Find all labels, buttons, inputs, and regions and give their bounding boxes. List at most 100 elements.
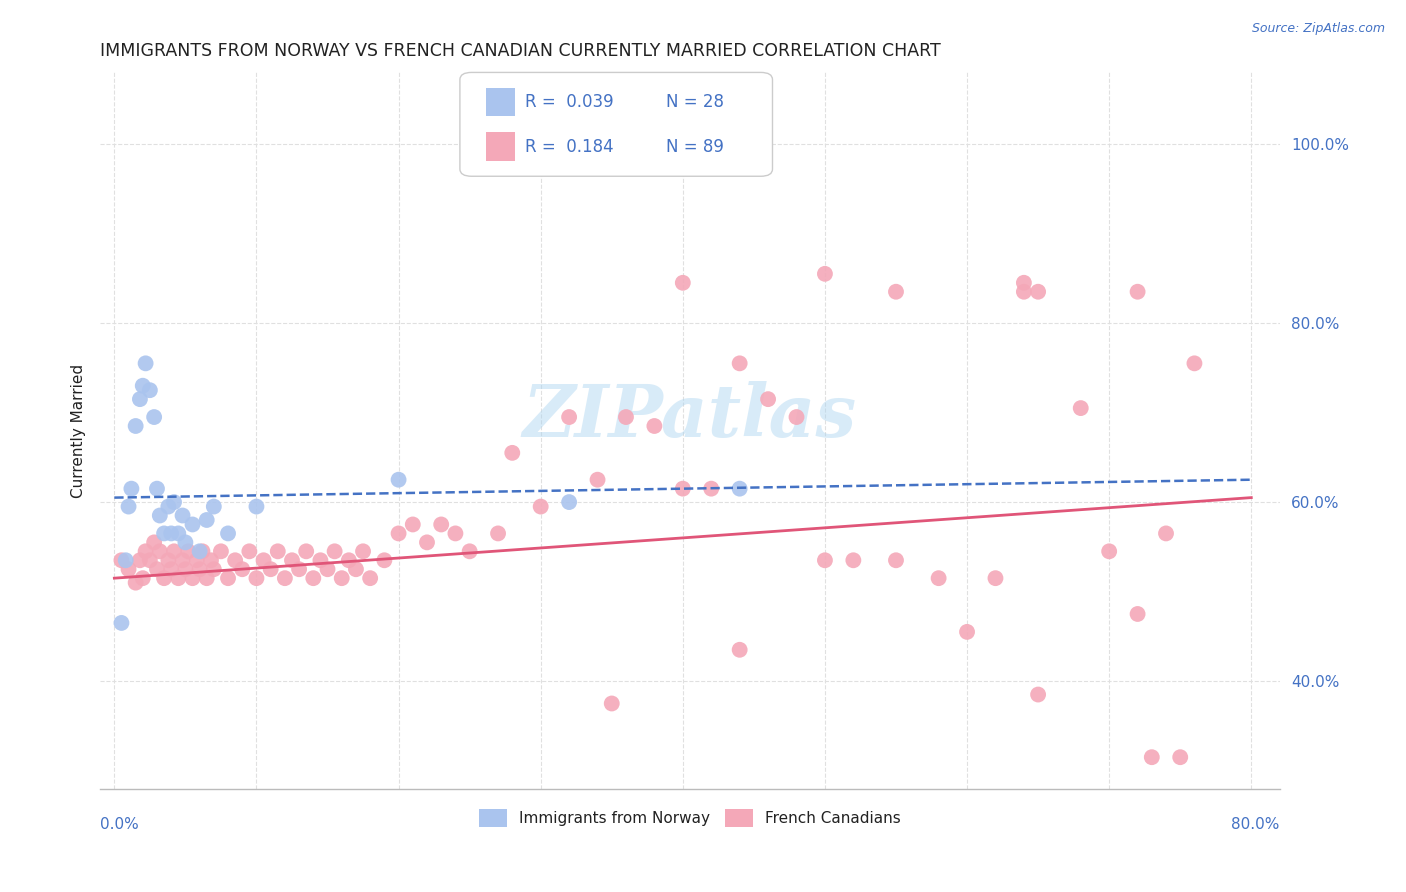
Point: [486, 526, 509, 541]
Point: [143, 535, 166, 549]
Text: 0.0%: 0.0%: [100, 817, 139, 832]
Point: [195, 571, 218, 585]
Point: [139, 553, 162, 567]
Point: [231, 562, 253, 576]
Point: [1026, 285, 1049, 299]
Point: [402, 517, 425, 532]
Point: [884, 285, 907, 299]
Point: [274, 571, 297, 585]
Point: [146, 562, 169, 576]
Point: [884, 553, 907, 567]
Point: [586, 473, 609, 487]
Point: [188, 562, 211, 576]
Text: N = 28: N = 28: [666, 93, 724, 111]
Point: [217, 526, 239, 541]
Point: [202, 500, 225, 514]
Point: [172, 508, 194, 523]
Point: [167, 571, 190, 585]
Point: [1012, 285, 1035, 299]
Point: [614, 410, 637, 425]
Point: [114, 553, 136, 567]
Point: [558, 410, 581, 425]
Point: [786, 410, 808, 425]
Point: [163, 495, 186, 509]
Point: [224, 553, 246, 567]
Point: [316, 562, 339, 576]
Point: [153, 571, 176, 585]
Text: ZIPatlas: ZIPatlas: [523, 381, 858, 451]
Point: [177, 544, 200, 558]
Text: Source: ZipAtlas.com: Source: ZipAtlas.com: [1251, 22, 1385, 36]
Point: [135, 544, 157, 558]
Point: [430, 517, 453, 532]
Point: [309, 553, 332, 567]
Point: [160, 526, 183, 541]
Point: [163, 544, 186, 558]
Point: [373, 553, 395, 567]
Point: [1026, 688, 1049, 702]
Point: [359, 571, 381, 585]
Point: [120, 482, 142, 496]
Legend: Immigrants from Norway, French Canadians: Immigrants from Norway, French Canadians: [471, 802, 908, 835]
Point: [1184, 356, 1206, 370]
Point: [728, 356, 751, 370]
Point: [181, 571, 204, 585]
Point: [956, 624, 979, 639]
Y-axis label: Currently Married: Currently Married: [72, 363, 86, 498]
Point: [117, 562, 139, 576]
Point: [444, 526, 467, 541]
Point: [530, 500, 553, 514]
Point: [238, 544, 260, 558]
Point: [117, 500, 139, 514]
Point: [245, 571, 267, 585]
Point: [132, 571, 155, 585]
Text: N = 89: N = 89: [666, 137, 724, 156]
Point: [129, 553, 152, 567]
Point: [157, 553, 180, 567]
Point: [188, 544, 211, 558]
Point: [416, 535, 439, 549]
Point: [110, 553, 132, 567]
Point: [174, 562, 197, 576]
Point: [814, 267, 837, 281]
Point: [672, 276, 695, 290]
FancyBboxPatch shape: [486, 132, 516, 161]
Point: [149, 508, 172, 523]
Point: [195, 513, 218, 527]
Point: [281, 553, 304, 567]
Point: [202, 562, 225, 576]
FancyBboxPatch shape: [486, 87, 516, 116]
Point: [157, 500, 180, 514]
Point: [160, 562, 183, 576]
Point: [756, 392, 779, 406]
Point: [252, 553, 274, 567]
Text: 80.0%: 80.0%: [1232, 817, 1279, 832]
Point: [558, 495, 581, 509]
Point: [814, 553, 837, 567]
Point: [643, 419, 665, 434]
Text: IMMIGRANTS FROM NORWAY VS FRENCH CANADIAN CURRENTLY MARRIED CORRELATION CHART: IMMIGRANTS FROM NORWAY VS FRENCH CANADIA…: [100, 42, 941, 60]
Point: [387, 473, 409, 487]
Point: [928, 571, 950, 585]
Point: [129, 392, 152, 406]
Text: R =  0.184: R = 0.184: [524, 137, 613, 156]
Point: [352, 544, 374, 558]
Point: [132, 378, 155, 392]
Point: [149, 544, 172, 558]
Point: [174, 535, 197, 549]
Point: [1140, 750, 1163, 764]
Point: [295, 544, 318, 558]
Point: [110, 615, 132, 630]
Point: [172, 553, 194, 567]
Point: [124, 575, 146, 590]
Point: [1154, 526, 1177, 541]
Point: [181, 517, 204, 532]
Point: [344, 562, 367, 576]
Point: [167, 526, 190, 541]
Point: [200, 553, 222, 567]
Point: [209, 544, 232, 558]
Point: [1126, 285, 1149, 299]
Point: [260, 562, 283, 576]
Point: [267, 544, 290, 558]
Point: [245, 500, 267, 514]
